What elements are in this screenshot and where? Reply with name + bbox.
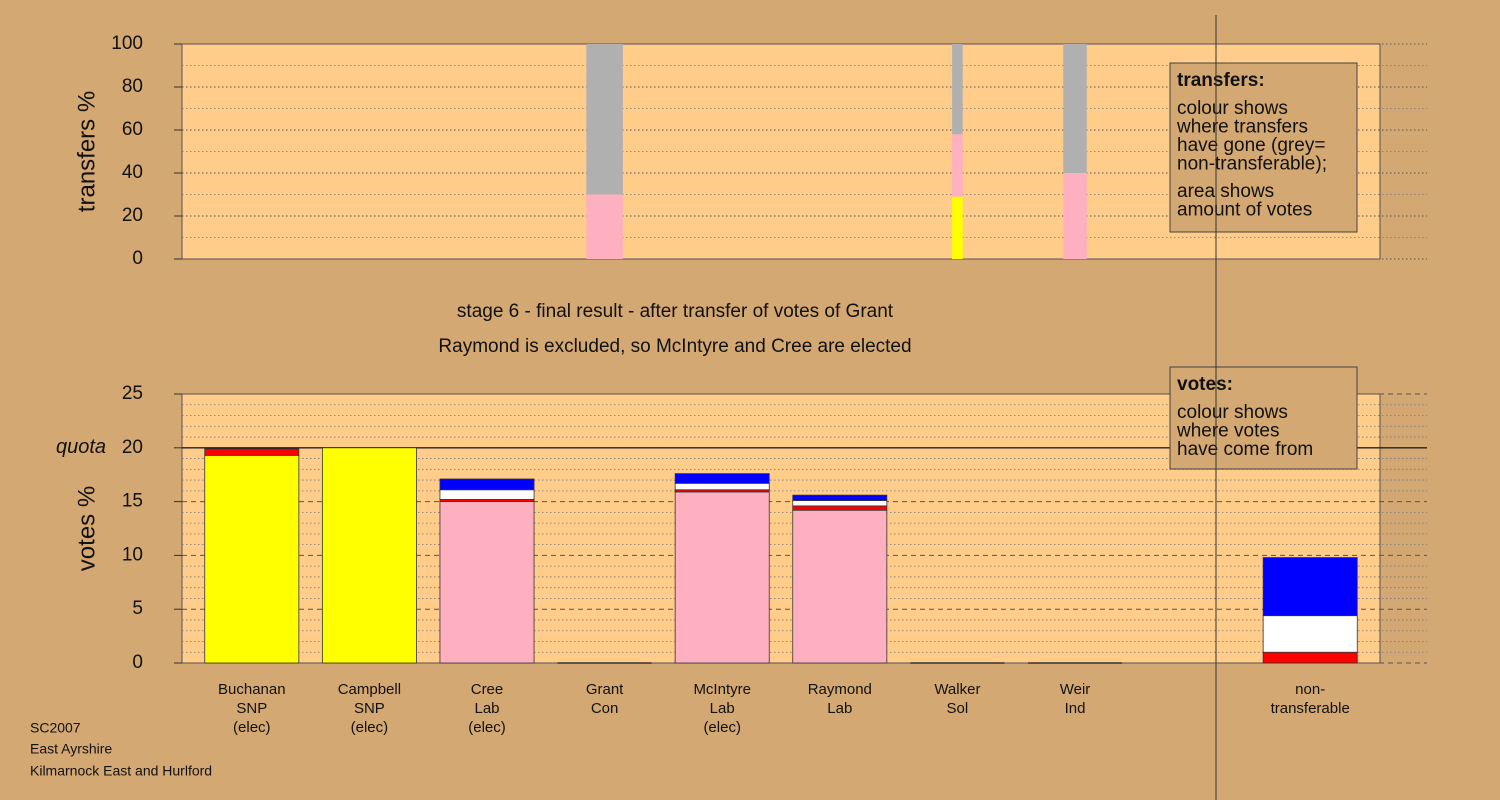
bar [792,509,888,664]
x-tick-label: SNP [354,700,385,717]
note-text: where votes [1176,421,1279,442]
bar [674,491,770,664]
y-tick-label: 0 [132,652,143,673]
bar [439,501,535,664]
note-title: transfers: [1177,70,1265,91]
bar [1262,557,1358,617]
caption: stage 6 - final result - after transfer … [457,301,894,322]
bar [586,194,623,259]
x-tick-label: SNP [236,700,267,717]
y-tick-label: 10 [122,544,143,565]
bar [952,196,963,259]
note-box [1169,62,1358,233]
x-tick-label: Sol [947,700,969,717]
x-tick-label: Campbell [338,681,401,698]
x-tick-label: Walker [934,681,980,698]
quota-label: quota [56,436,106,458]
y-tick-label: 100 [111,33,143,54]
note-text: where transfers [1176,117,1308,138]
bar [1262,615,1358,653]
bar [439,489,535,500]
bar [792,500,888,507]
x-tick-label: McIntyre [693,681,751,698]
bar [204,448,300,456]
y-tick-label: 60 [122,119,143,140]
note-text: have come from [1177,439,1313,460]
x-tick-label: non- [1295,681,1325,698]
y-tick-label: 25 [122,383,143,404]
y-tick-label: 5 [132,598,143,619]
note-text: have gone (grey= [1177,135,1325,156]
note-text: area shows [1177,181,1274,202]
bar [792,494,888,501]
y-tick-label: 80 [122,76,143,97]
footer: Kilmarnock East and Hurlford [30,763,212,779]
y-tick-label: 15 [122,491,143,512]
note-title: votes: [1177,374,1233,395]
y-axis-label: transfers % [73,91,100,212]
x-tick-label: Con [591,700,619,717]
bar [586,44,623,195]
bar [439,478,535,491]
y-axis-label: votes % [73,486,100,571]
y-tick-label: 20 [122,437,143,458]
footer: SC2007 [30,720,81,736]
bar [1063,173,1087,259]
bar [204,454,300,664]
note-text: amount of votes [1177,200,1312,221]
note-text: colour shows [1177,402,1288,423]
x-tick-label: Buchanan [218,681,286,698]
x-tick-label: transferable [1271,700,1350,717]
x-tick-label: Grant [586,681,624,698]
bar [674,482,770,491]
x-tick-label: Ind [1065,700,1086,717]
bar [952,44,963,135]
x-tick-label: (elec) [468,719,506,736]
x-tick-label: (elec) [233,719,271,736]
x-tick-label: Lab [827,700,852,717]
note-text: colour shows [1177,98,1288,119]
bar [952,134,963,197]
y-tick-label: 40 [122,162,143,183]
bar [674,473,770,484]
y-tick-label: 0 [132,248,143,269]
caption: Raymond is excluded, so McIntyre and Cre… [438,336,911,357]
x-tick-label: (elec) [703,719,741,736]
x-tick-label: Raymond [808,681,872,698]
x-tick-label: Lab [710,700,735,717]
x-tick-label: Lab [474,700,499,717]
bar [1063,44,1087,173]
footer: East Ayrshire [30,741,112,757]
x-tick-label: (elec) [351,719,389,736]
x-tick-label: Cree [471,681,504,698]
bar [792,505,888,511]
x-tick-label: Weir [1060,681,1091,698]
bar [1262,651,1358,664]
note-box [1169,366,1358,470]
note-text: non-transferable); [1177,154,1327,175]
y-tick-label: 20 [122,205,143,226]
bar [321,447,417,664]
